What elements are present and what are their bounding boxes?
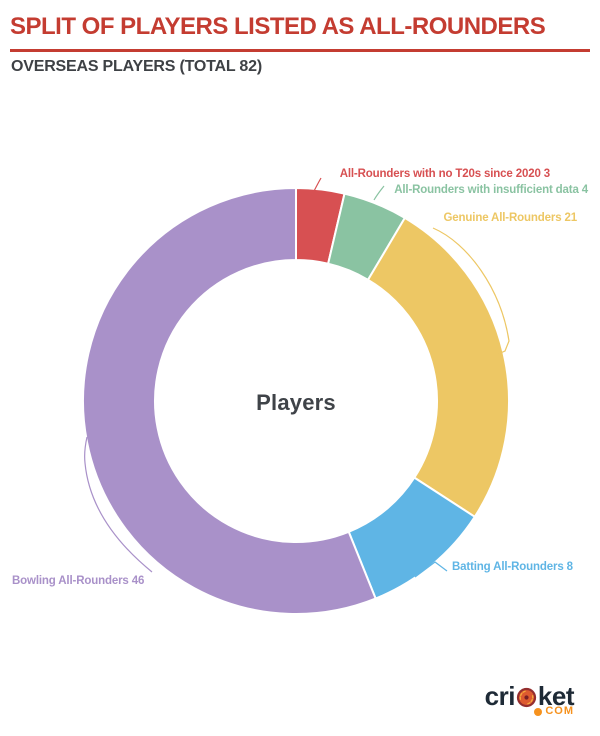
callout-insufficient-data <box>373 185 385 201</box>
page-subtitle: OVERSEAS PLAYERS (TOTAL 82) <box>11 58 262 75</box>
label-insufficient-data: All-Rounders with insufficient data 4 <box>394 184 588 196</box>
slice-bowling-all-rounders[interactable] <box>82 187 377 615</box>
cricket-ball-icon <box>516 687 537 707</box>
logo-text-right: ket <box>537 681 575 711</box>
slice-genuine-all-rounders[interactable] <box>367 216 510 518</box>
donut-center-label: Players <box>256 390 336 415</box>
logo-com-text: COM <box>545 705 574 717</box>
callout-bowling-all-rounders <box>84 436 153 573</box>
logo-tld: COM <box>534 706 574 717</box>
cricket-com-logo: cri ket COM <box>484 681 575 717</box>
title-underline <box>10 49 590 52</box>
page-title: SPLIT OF PLAYERS LISTED AS ALL-ROUNDERS <box>10 13 546 40</box>
logo-dot-icon <box>534 707 543 716</box>
logo-wordmark: cri ket <box>484 681 575 711</box>
label-batting-all-rounders: Batting All-Rounders 8 <box>452 561 573 573</box>
label-no-t20s-since-2020: All-Rounders with no T20s since 2020 3 <box>339 168 550 180</box>
logo-text-left: cri <box>484 681 516 711</box>
callout-no-t20s-since-2020 <box>310 177 322 198</box>
label-bowling-all-rounders: Bowling All-Rounders 46 <box>12 575 145 587</box>
callout-batting-all-rounders <box>414 561 448 578</box>
label-genuine-all-rounders: Genuine All-Rounders 21 <box>443 212 577 224</box>
callout-genuine-all-rounders <box>432 227 510 355</box>
